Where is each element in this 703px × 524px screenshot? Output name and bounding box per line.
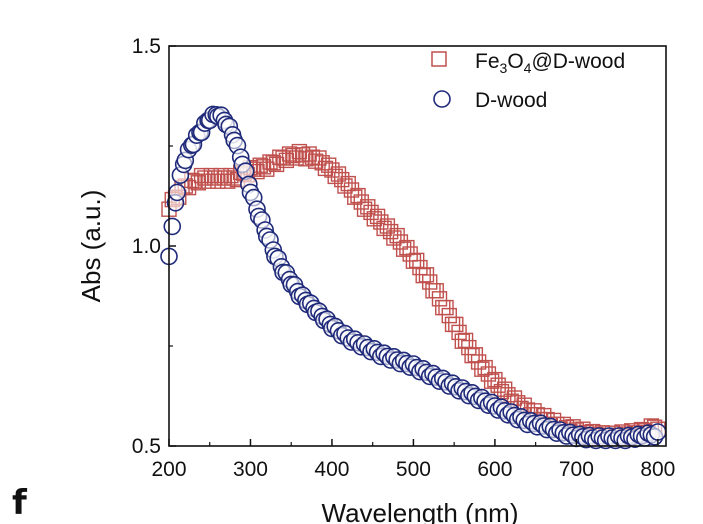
y-tick-label: 1.5 <box>132 35 161 58</box>
fe3o4-data-point <box>428 283 444 299</box>
series-fe3o4-markers <box>161 143 666 447</box>
x-axis-title: Wavelength (nm) <box>322 498 519 524</box>
x-tick-labels: 200 300 400 500 600 700 800 <box>151 458 675 481</box>
x-tick-label: 700 <box>559 458 594 481</box>
x-tick-label: 800 <box>640 458 675 481</box>
dwood-data-point <box>168 183 186 202</box>
x-tick-label: 200 <box>151 458 186 481</box>
y-axis-title: Abs (a.u.) <box>76 190 106 303</box>
y-tick-label: 1.0 <box>132 235 161 258</box>
x-tick-label: 500 <box>396 458 431 481</box>
panel-label: f <box>12 483 28 523</box>
fe3o4-data-point <box>448 316 464 333</box>
y-tick-labels: 0.5 1.0 1.5 <box>132 35 161 458</box>
series-dwood-markers <box>160 105 667 450</box>
axis-ticks <box>168 45 659 447</box>
y-tick-label: 0.5 <box>132 435 161 458</box>
legend-label-fe3o4: Fe3O4@D-wood <box>475 50 625 76</box>
x-tick-label: 400 <box>314 458 349 481</box>
x-tick-label: 300 <box>233 458 268 481</box>
x-tick-label: 600 <box>477 458 512 481</box>
fe3o4-data-point <box>438 299 454 316</box>
legend-square-marker <box>431 51 447 67</box>
dwood-data-point <box>163 217 182 236</box>
plot-frame <box>168 45 667 447</box>
legend: Fe3O4@D-wood D-wood <box>431 50 625 112</box>
dwood-data-point <box>649 423 667 441</box>
legend-circle-marker <box>433 90 451 108</box>
legend-label-dwood: D-wood <box>475 89 547 112</box>
